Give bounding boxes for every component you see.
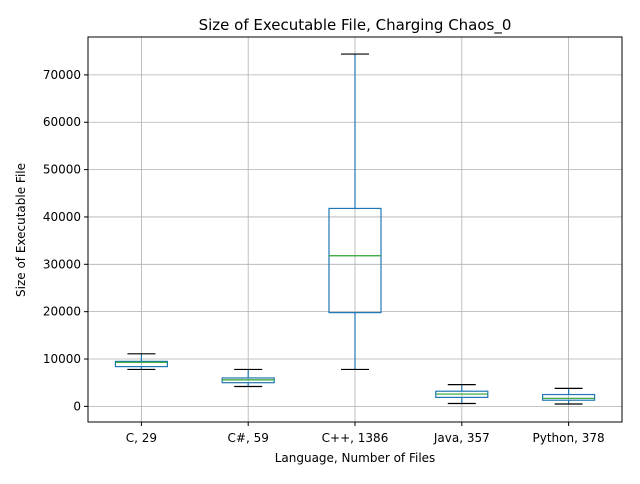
y-tick-label: 0: [73, 399, 81, 413]
box-body: [328, 207, 382, 314]
x-tick-label: C, 29: [126, 431, 157, 445]
x-tick-label: Python, 378: [533, 431, 605, 445]
box-group: [435, 383, 489, 405]
y-tick-label: 20000: [43, 305, 81, 319]
box-group: [114, 353, 169, 371]
x-tick-label: C#, 59: [228, 431, 269, 445]
box-layer: [114, 53, 596, 405]
y-tick-label: 70000: [43, 68, 81, 82]
y-axis-label: Size of Executable File: [14, 163, 28, 297]
box-body: [114, 360, 169, 368]
chart-title: Size of Executable File, Charging Chaos_…: [199, 16, 512, 35]
y-tick-label: 30000: [43, 257, 81, 271]
x-axis-label: Language, Number of Files: [275, 451, 436, 465]
box-group: [221, 368, 275, 388]
y-tick-label: 10000: [43, 352, 81, 366]
x-tick-label: Java, 357: [433, 431, 490, 445]
box-group: [328, 53, 382, 371]
x-tick-label: C++, 1386: [322, 431, 389, 445]
y-tick-label: 50000: [43, 163, 81, 177]
x-axis-ticks: C, 29 C#, 59 C++, 1386 Java, 357 Python, 378: [126, 422, 605, 445]
box-group: [541, 387, 596, 405]
y-tick-label: 40000: [43, 210, 81, 224]
y-tick-label: 60000: [43, 115, 81, 129]
y-axis-ticks: 0 10000 20000 30000 40000 50000 60000 70000: [43, 68, 88, 413]
box-body: [541, 393, 596, 401]
